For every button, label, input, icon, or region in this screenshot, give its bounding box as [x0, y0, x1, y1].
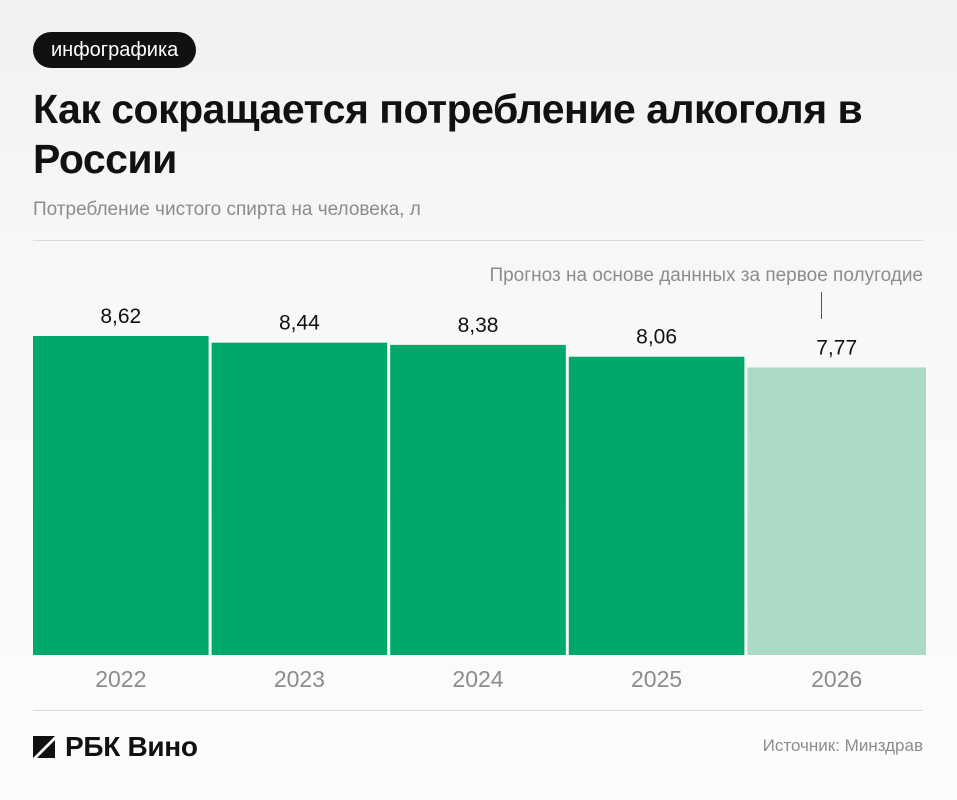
bar-2025 — [568, 356, 745, 655]
bar-2024 — [390, 344, 566, 655]
bar-2022 — [33, 336, 209, 655]
brand-logo: РБК Вино — [33, 729, 198, 765]
source-note: Источник: Минздрав — [762, 736, 923, 755]
top-divider — [33, 240, 923, 241]
chart-title: Как сокращается потребление алкоголя в Р… — [33, 86, 863, 182]
bottom-divider — [33, 710, 923, 711]
brand-name: РБК Вино — [65, 731, 198, 762]
x-tick-2024: 2024 — [452, 666, 503, 692]
value-label-2023: 8,44 — [279, 312, 320, 335]
value-label-2025: 8,06 — [636, 326, 677, 349]
x-tick-2022: 2022 — [95, 666, 146, 692]
bar-2023 — [211, 342, 388, 655]
x-tick-2025: 2025 — [631, 666, 682, 692]
rbc-logo-icon — [33, 736, 55, 758]
value-label-2026: 7,77 — [816, 336, 857, 359]
chart-subtitle: Потребление чистого спирта на человека, … — [33, 199, 421, 220]
value-label-2024: 8,38 — [458, 314, 499, 337]
bar-2026 — [747, 367, 926, 655]
forecast-note: Прогноз на основе даннных за первое полу… — [489, 265, 923, 286]
x-tick-2026: 2026 — [811, 666, 862, 692]
value-label-2022: 8,62 — [100, 305, 141, 328]
infographic-badge: инфографика — [33, 32, 197, 68]
forecast-note-pointer — [821, 292, 822, 319]
x-tick-2023: 2023 — [274, 666, 325, 692]
